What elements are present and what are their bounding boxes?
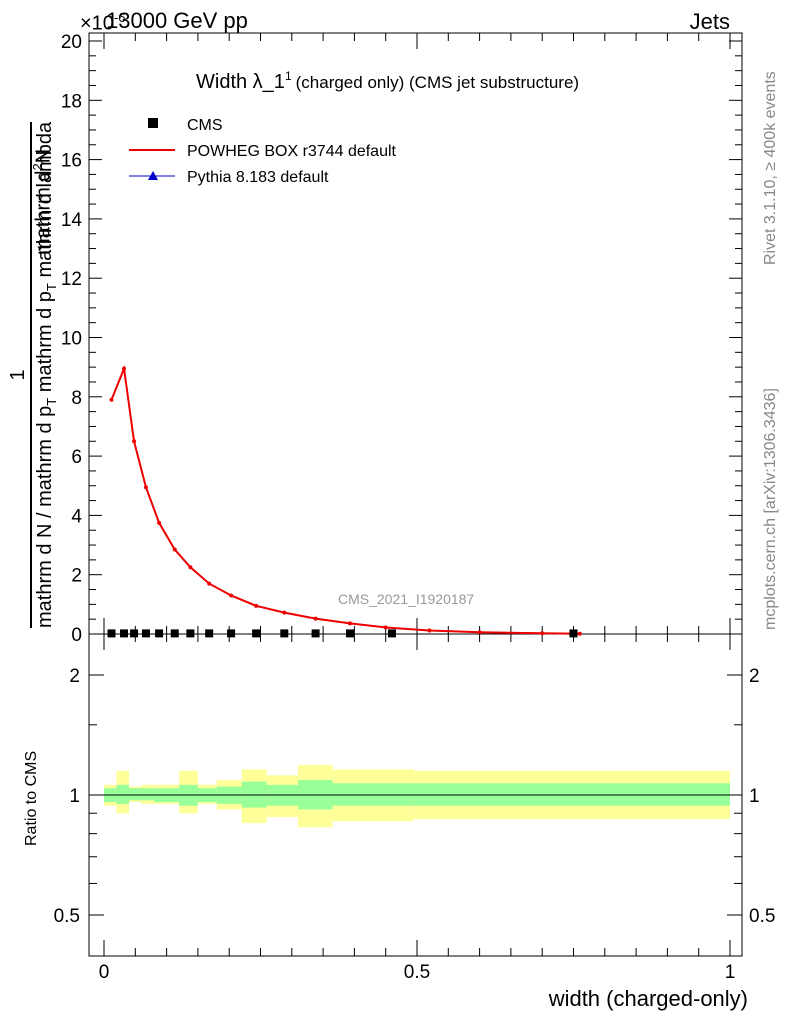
powheg-data-point	[132, 439, 137, 444]
ratio-tick-label-right: 1	[749, 786, 760, 807]
title-sup: 1	[285, 69, 292, 83]
process-label: Jets	[689, 9, 730, 34]
exponent-base: ×10	[80, 12, 114, 35]
y-tick-label: 2	[71, 566, 82, 587]
cms-data-point	[227, 629, 236, 638]
cms-data-point	[569, 629, 578, 638]
x-tick-label: 1	[725, 962, 736, 983]
powheg-data-point	[477, 630, 482, 635]
ratio-tick-label: 0.5	[54, 906, 80, 927]
powheg-data-point	[109, 397, 114, 402]
cms-data-point	[186, 629, 195, 638]
main-ticks: 0 2 4 6 8 10 12 14 16 18 20	[61, 32, 742, 646]
legend-marker-cms	[148, 118, 158, 128]
legend-label-powheg: POWHEG BOX r3744 default	[187, 143, 397, 160]
series-layer	[107, 364, 582, 638]
powheg-data-point	[254, 603, 259, 608]
legend: CMS POWHEG BOX r3744 default Pythia 8.18…	[129, 117, 397, 186]
ratio-band-green	[116, 784, 130, 804]
cms-data-point	[311, 629, 320, 638]
exponent-power: -6	[113, 10, 126, 25]
ratio-band-green	[129, 788, 142, 801]
powheg-data-point	[313, 616, 318, 621]
powheg-data-point	[172, 547, 177, 552]
powheg-data-point	[348, 621, 353, 626]
x-tick-label: 0	[99, 962, 110, 983]
ratio-band-green	[413, 783, 730, 806]
powheg-data-point	[122, 366, 127, 371]
cms-data-point	[205, 629, 214, 638]
plot-title: Width λ_11 (charged only) (CMS jet substr…	[196, 69, 579, 93]
powheg-data-point	[143, 485, 148, 490]
powheg-data-point	[577, 631, 582, 636]
y-tick-label: 20	[61, 32, 82, 53]
ratio-bands	[104, 764, 730, 828]
cms-data-point	[387, 629, 396, 638]
y-tick-label: 0	[71, 625, 82, 646]
exponent-label: ×10-6	[80, 10, 126, 36]
ratio-band-green	[332, 783, 414, 806]
powheg-data-point	[207, 581, 212, 586]
y-tick-label: 18	[61, 91, 82, 112]
y-tick-label: 12	[61, 269, 82, 290]
legend-label-cms: CMS	[187, 117, 223, 134]
energy-label: 13000 GeV pp	[106, 8, 248, 33]
y-tick-label: 4	[71, 506, 82, 527]
powheg-data-point	[188, 565, 193, 570]
cms-data-point	[120, 629, 129, 638]
legend-marker-pythia	[148, 171, 158, 180]
powheg-data-point	[229, 593, 234, 598]
y-tick-label: 10	[61, 329, 82, 350]
y-tick-label: 14	[61, 210, 83, 231]
ratio-tick-label: 1	[69, 786, 80, 807]
powheg-series-line	[110, 364, 580, 635]
ratio-ticks: 0.5 0.5 1 1 2 2	[54, 666, 776, 927]
cms-data-point	[252, 629, 261, 638]
x-tick-label: 0.5	[404, 962, 430, 983]
y-tick-label: 8	[71, 388, 82, 409]
powheg-data-point	[282, 610, 287, 615]
title-main: Width λ_1	[196, 71, 285, 93]
cms-data-point	[107, 629, 116, 638]
powheg-data-point	[427, 628, 432, 633]
cms-data-point	[155, 629, 164, 638]
y-tick-label: 6	[71, 447, 82, 468]
cms-data-point	[130, 629, 139, 638]
legend-label-pythia: Pythia 8.183 default	[187, 169, 329, 186]
y-tick-label: 16	[61, 151, 82, 172]
cms-data-point	[170, 629, 179, 638]
powheg-data-point	[157, 520, 162, 525]
cms-data-point	[141, 629, 150, 638]
x-axis-label: width (charged-only)	[548, 986, 748, 1011]
ratio-tick-label-right: 2	[749, 666, 760, 687]
title-rest: (charged only) (CMS jet substructure)	[296, 73, 579, 92]
cms-data-point	[280, 629, 289, 638]
cms-data-point	[346, 629, 355, 638]
ratio-tick-label: 2	[69, 666, 80, 687]
powheg-data-point	[383, 625, 388, 630]
powheg-data-point	[540, 631, 545, 636]
ratio-band-green	[141, 788, 155, 801]
analysis-watermark: CMS_2021_I1920187	[338, 591, 474, 607]
ratio-tick-label-right: 0.5	[749, 906, 775, 927]
x-ticks: 0 0.5 1	[99, 33, 736, 983]
